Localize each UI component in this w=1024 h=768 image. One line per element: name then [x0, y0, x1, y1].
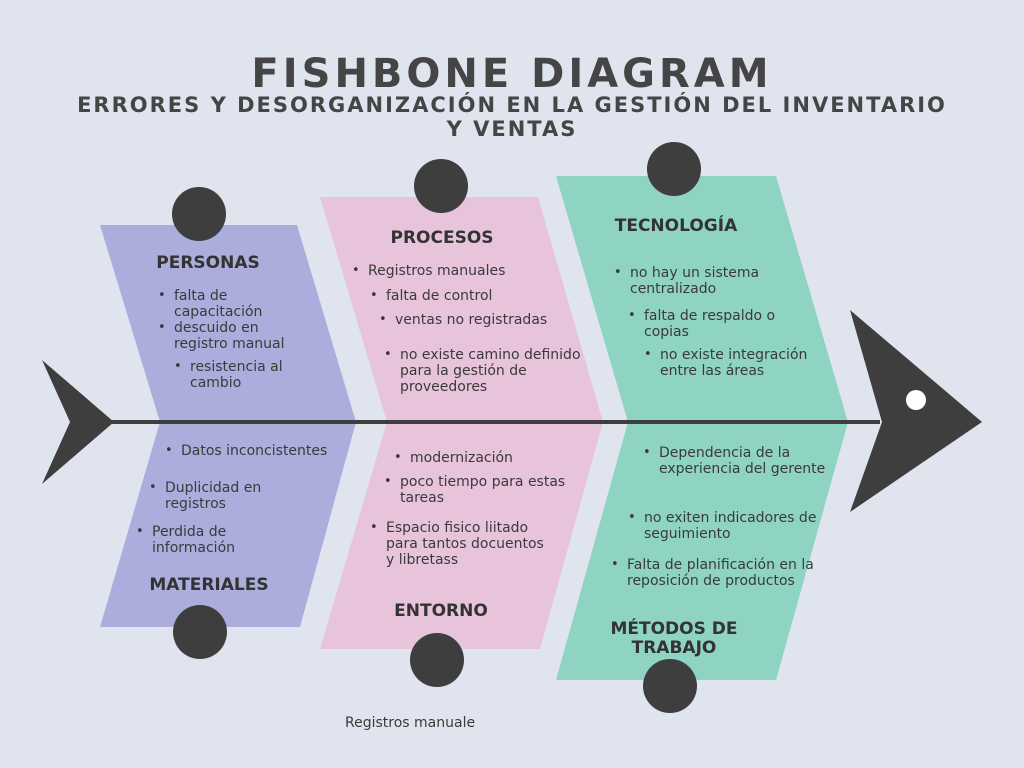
materiales-circle: [173, 605, 227, 659]
procesos-item: Registros manuales: [352, 263, 548, 279]
entorno-label: ENTORNO: [394, 601, 488, 621]
tecnologia-item: no existe integración entre las áreas: [644, 347, 830, 379]
personas-circle: [172, 187, 226, 241]
entorno-item: modernización: [394, 450, 570, 466]
procesos-label: PROCESOS: [390, 228, 494, 248]
metodos-item: Falta de planificación en la reposición …: [611, 557, 817, 589]
footer-text: Registros manuale: [345, 715, 476, 731]
materiales-label: MATERIALES: [149, 575, 269, 595]
metodos-item: no exiten indicadores de seguimiento: [628, 510, 834, 542]
personas-label: PERSONAS: [156, 253, 260, 273]
tecnologia-label: TECNOLOGÍA: [614, 216, 738, 236]
materiales-item: Perdida de información: [136, 524, 282, 556]
personas-item: descuido en registro manual: [158, 320, 314, 352]
metodos-circle: [643, 659, 697, 713]
procesos-item: falta de control: [370, 288, 546, 304]
procesos-circle: [414, 159, 468, 213]
fish-head: [850, 310, 982, 512]
metodos-item: Dependencia de la experiencia del gerent…: [643, 445, 829, 477]
tecnologia-circle: [647, 142, 701, 196]
materiales-item: Duplicidad en registros: [149, 480, 305, 512]
metodos-label: MÉTODOS DE TRABAJO: [610, 619, 738, 658]
diagram-title: FISHBONE DIAGRAM: [251, 51, 773, 97]
entorno-item: Espacio fisico liitado para tantos docue…: [370, 520, 556, 568]
procesos-item: no existe camino definido para la gestió…: [384, 347, 600, 395]
fish-eye: [906, 390, 926, 410]
personas-item: falta de capacitación: [158, 288, 304, 320]
procesos-item: ventas no registradas: [379, 312, 585, 328]
personas-item: resistencia al cambio: [174, 359, 300, 391]
tecnologia-item: falta de respaldo o copias: [628, 308, 804, 340]
fish-tail: [42, 360, 114, 484]
metodos-panel: [556, 422, 848, 680]
entorno-item: poco tiempo para estas tareas: [384, 474, 570, 506]
tecnologia-item: no hay un sistema centralizado: [614, 265, 790, 297]
entorno-circle: [410, 633, 464, 687]
diagram-subtitle: ERRORES Y DESORGANIZACIÓN EN LA GESTIÓN …: [77, 93, 947, 141]
materiales-item: Datos inconcistentes: [165, 443, 371, 459]
